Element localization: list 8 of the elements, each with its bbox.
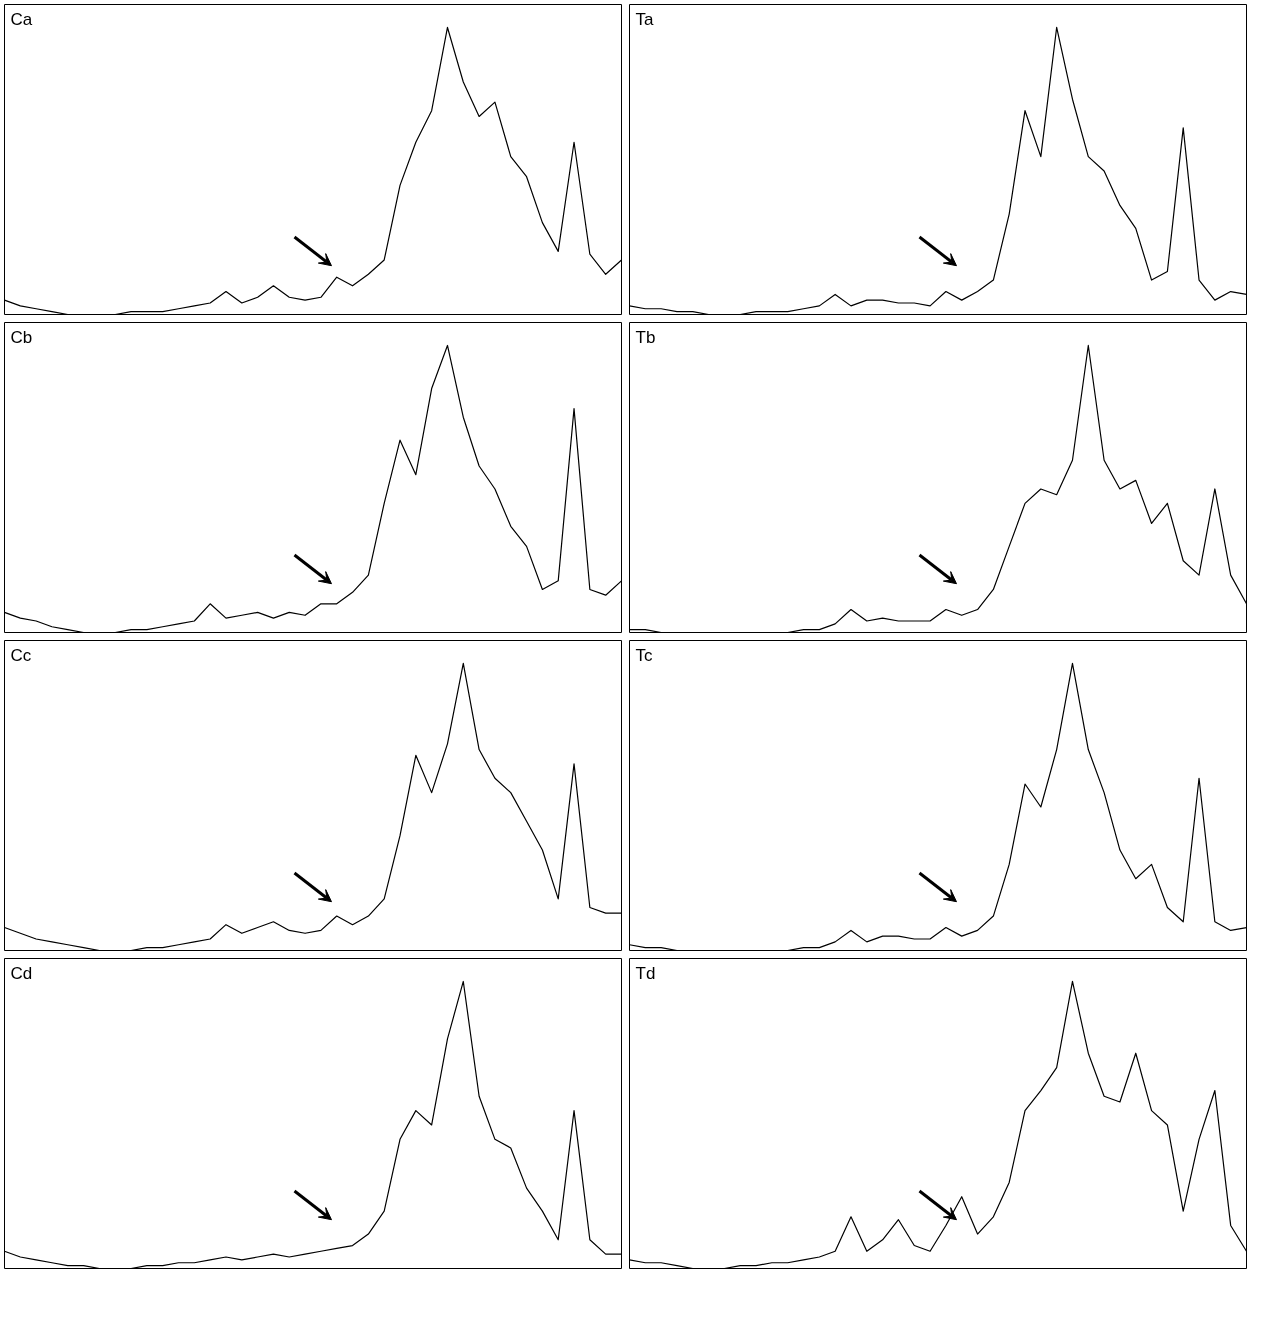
chart-title: Cb: [10, 327, 33, 347]
chart-title: Tc: [635, 645, 653, 665]
chart-title: Td: [635, 963, 656, 983]
chart-title: Cd: [10, 963, 33, 983]
chart-title: Ta: [635, 9, 654, 29]
chart-title: Tb: [635, 327, 656, 347]
chart-title: Cc: [10, 645, 32, 665]
chart-title: Ca: [10, 9, 33, 29]
